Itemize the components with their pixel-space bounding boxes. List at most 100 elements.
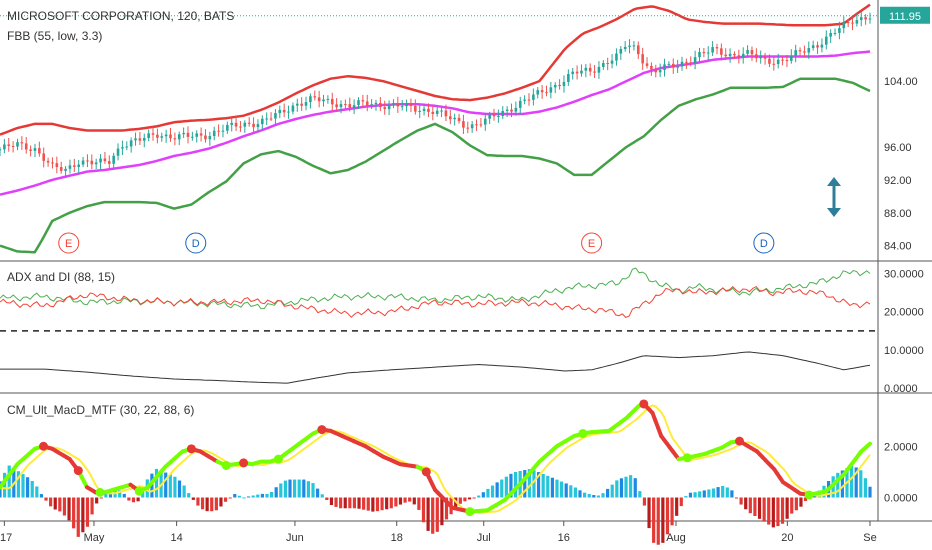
- vertical-arrow-icon[interactable]: [827, 177, 841, 217]
- histogram-bar: [26, 477, 30, 498]
- candle: [208, 131, 212, 146]
- histogram-bar: [532, 470, 536, 498]
- candle: [518, 96, 522, 115]
- candle: [409, 98, 413, 113]
- candle: [134, 132, 137, 146]
- candle: [59, 161, 63, 174]
- candle: [234, 116, 238, 131]
- candle: [182, 127, 185, 138]
- histogram-bar: [398, 497, 403, 505]
- macd-cross-dot: [221, 460, 231, 470]
- histogram-bar: [127, 497, 131, 501]
- histogram-bar: [836, 472, 840, 498]
- histogram-bar: [260, 493, 264, 498]
- candle: [724, 48, 728, 60]
- histogram-bar: [799, 497, 803, 507]
- dividend-marker-letter: D: [192, 238, 200, 250]
- histogram-bar: [131, 497, 136, 503]
- histogram-bar: [306, 481, 311, 498]
- histogram-bar: [288, 479, 292, 498]
- histogram-bar: [417, 497, 421, 510]
- candle: [562, 75, 566, 93]
- histogram-bar: [219, 497, 223, 507]
- candle: [545, 85, 548, 97]
- histogram-bar: [389, 497, 393, 509]
- candle: [523, 95, 526, 105]
- candle: [711, 41, 714, 56]
- histogram-bar: [30, 481, 34, 498]
- candle: [125, 141, 129, 151]
- fbb-indicator-label[interactable]: FBB (55, low, 3.3): [7, 29, 102, 43]
- histogram-bar: [546, 475, 550, 498]
- candle: [444, 104, 448, 122]
- histogram-bar: [21, 474, 25, 498]
- candle: [212, 126, 216, 141]
- histogram-bar: [721, 486, 725, 498]
- histogram-bar: [214, 497, 218, 511]
- candle: [829, 29, 832, 44]
- histogram-bar: [421, 497, 426, 523]
- candle: [33, 143, 37, 157]
- histogram-bar: [440, 497, 444, 526]
- candle: [851, 17, 854, 31]
- histogram-bar: [693, 492, 697, 498]
- macd-cross-dot: [186, 444, 196, 454]
- histogram-bar: [385, 497, 389, 510]
- earnings-event-marker[interactable]: E: [581, 232, 603, 254]
- candle: [667, 61, 671, 68]
- candle: [776, 53, 780, 69]
- dividend-event-marker[interactable]: D: [753, 232, 775, 254]
- last-price-label: 111.95: [889, 11, 921, 23]
- candle: [339, 100, 343, 114]
- histogram-bar: [412, 497, 416, 505]
- histogram-bar: [638, 491, 642, 498]
- adx-adx-line: [0, 351, 871, 384]
- histogram-bar: [458, 497, 462, 504]
- candle: [344, 99, 347, 110]
- candle: [864, 14, 867, 25]
- candle: [261, 115, 264, 130]
- candle: [103, 152, 107, 164]
- candle: [186, 126, 190, 144]
- macd-cross-dot: [421, 467, 431, 477]
- candle: [138, 131, 142, 146]
- histogram-bar: [573, 487, 577, 498]
- adx-y-tick-label: 20.0000: [884, 307, 924, 319]
- candle: [422, 106, 426, 116]
- candle: [68, 159, 72, 174]
- candle: [129, 137, 133, 153]
- candle: [77, 159, 80, 174]
- histogram-bar: [803, 497, 808, 501]
- dividend-event-marker[interactable]: D: [185, 232, 207, 254]
- histogram-bar: [357, 497, 361, 509]
- histogram-bar: [790, 497, 794, 514]
- histogram-bar: [182, 485, 186, 498]
- histogram-bar: [854, 467, 858, 498]
- histogram-bar: [504, 476, 508, 498]
- candle: [431, 105, 435, 121]
- macd-indicator-label[interactable]: CM_Ult_MacD_MTF (30, 22, 88, 6): [7, 403, 194, 417]
- candle: [540, 85, 544, 99]
- candle: [606, 57, 609, 71]
- earnings-event-marker[interactable]: E: [58, 232, 80, 254]
- candle: [313, 90, 317, 101]
- histogram-bar: [615, 480, 619, 498]
- candle: [230, 117, 234, 132]
- histogram-bar: [118, 490, 122, 498]
- x-tick-label: 18: [391, 532, 403, 544]
- histogram-bar: [739, 497, 743, 505]
- candle: [824, 30, 828, 50]
- candle: [252, 117, 255, 134]
- candle: [304, 96, 308, 111]
- candle: [440, 107, 443, 118]
- histogram-bar: [596, 495, 601, 498]
- candle: [636, 41, 640, 60]
- fbb-basis-band: [0, 50, 871, 196]
- candle: [741, 47, 745, 64]
- histogram-bar: [104, 493, 108, 498]
- histogram-bar: [840, 470, 844, 498]
- adx-indicator-label[interactable]: ADX and DI (88, 15): [7, 270, 115, 284]
- candle: [680, 56, 684, 71]
- candle: [449, 109, 452, 125]
